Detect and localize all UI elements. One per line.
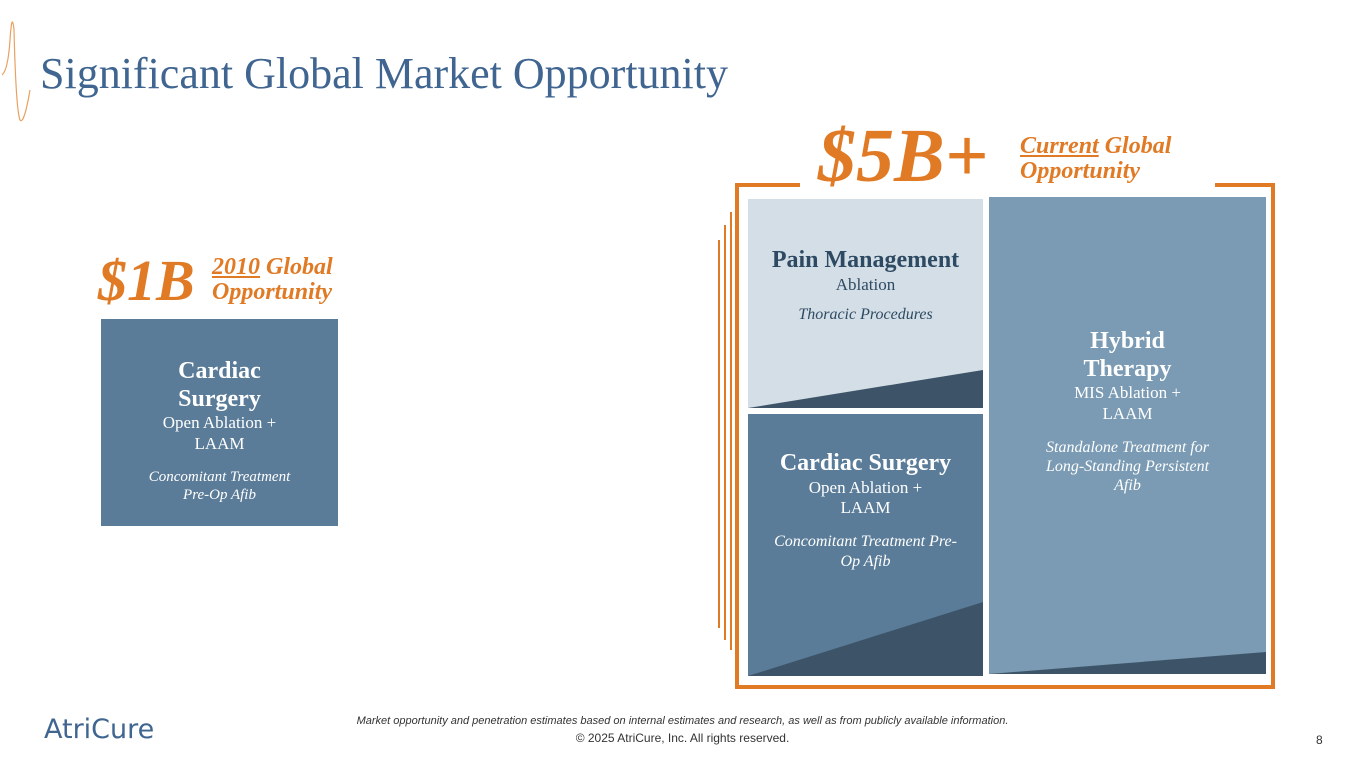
box-subtitle: Open Ablation + LAAM (808, 477, 923, 517)
box: Cardiac Surgery Open Ablation + LAAM Con… (748, 450, 983, 571)
wedge (989, 652, 1266, 674)
pulse-icon (1, 21, 31, 122)
box-subtitle: Ablation (835, 274, 896, 294)
box-title: Pain Management (771, 247, 960, 273)
label-text: Global (266, 254, 333, 280)
box-subtitle: MIS Ablation + LAAM (1074, 383, 1181, 423)
disclaimer: Market opportunity and penetration estim… (356, 715, 1009, 727)
label-text: Opportunity (212, 279, 333, 306)
box: Pain Management Ablation Thoracic Proced… (748, 247, 983, 324)
amount: $1B (98, 248, 195, 313)
box-note: Concomitant Treatment Pre-Op Afib (774, 533, 957, 570)
box: Cardiac Surgery Open Ablation + LAAM Con… (101, 358, 338, 504)
box-note: Thoracic Procedures (798, 305, 933, 323)
wedge (748, 602, 983, 676)
box-subtitle: Open Ablation + LAAM (162, 413, 277, 453)
box-bg (748, 199, 983, 408)
logo: AtriCure (44, 714, 155, 745)
amount-label: 2010 Global Opportunity (212, 254, 333, 306)
box-bg (101, 319, 338, 526)
label-year: 2010 (212, 254, 260, 280)
box-title: Hybrid Therapy (1083, 328, 1172, 382)
page-number: 8 (1316, 733, 1323, 747)
slide-title: Significant Global Market Opportunity (40, 49, 728, 98)
box-title: Cardiac Surgery (779, 450, 952, 476)
box-note: Standalone Treatment for Long-Standing P… (1045, 438, 1210, 495)
box-bg (989, 197, 1266, 674)
amount: $5B+ (818, 118, 992, 194)
wedge (748, 370, 983, 408)
box: Hybrid Therapy MIS Ablation + LAAM Stand… (989, 328, 1266, 496)
box-note: Concomitant Treatment Pre-Op Afib (148, 468, 291, 503)
frame (735, 183, 1275, 689)
copyright: © 2025 AtriCure, Inc. All rights reserve… (575, 731, 790, 745)
box-title: Cardiac Surgery (178, 358, 261, 412)
label-text: Global (1104, 133, 1172, 159)
label-text: Opportunity (1020, 158, 1141, 185)
amount-label: Current Global Opportunity (1020, 133, 1172, 185)
label-year: Current (1020, 133, 1099, 159)
